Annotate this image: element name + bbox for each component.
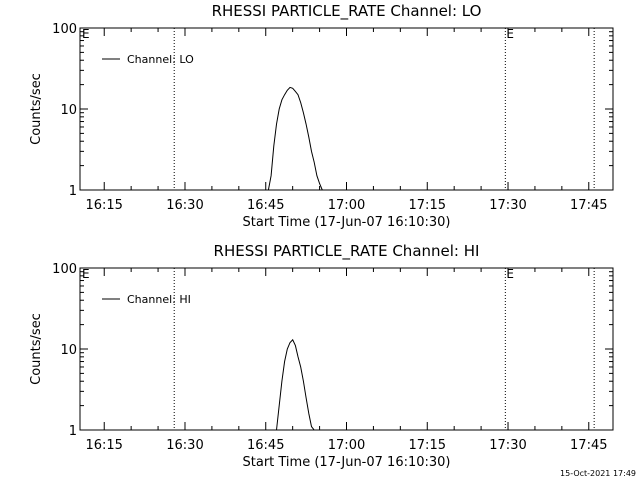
legend-label: Channel: HI: [127, 293, 191, 306]
x-tick-label: 16:30: [166, 198, 203, 213]
y-axis-label: Counts/sec: [29, 73, 44, 145]
corner-label: E: [82, 27, 90, 41]
x-tick-label: 16:45: [247, 438, 284, 453]
x-tick-label: 16:45: [247, 198, 284, 213]
x-tick-label: 17:15: [409, 198, 446, 213]
x-tick-label: 17:30: [489, 438, 526, 453]
y-tick-label: 1: [69, 424, 77, 439]
y-tick-label: 1: [69, 184, 77, 199]
time-marker-label: E: [506, 27, 514, 41]
y-tick-label: 10: [60, 103, 77, 118]
x-tick-label: 17:45: [570, 198, 607, 213]
time-marker-label: E: [506, 267, 514, 281]
x-tick-label: 17:00: [328, 438, 365, 453]
x-tick-label: 17:15: [409, 438, 446, 453]
x-axis-label: Start Time (17-Jun-07 16:10:30): [243, 215, 451, 230]
x-axis-label: Start Time (17-Jun-07 16:10:30): [243, 455, 451, 470]
panel-lo: RHESSI PARTICLE_RATE Channel: LO 1 10 100 16…: [29, 2, 614, 230]
x-tick-label: 17:00: [328, 198, 365, 213]
y-tick-label: 100: [52, 262, 77, 277]
series-line-hi: [276, 338, 315, 431]
y-tick-label: 10: [60, 343, 77, 358]
chart-title: RHESSI PARTICLE_RATE Channel: HI: [214, 242, 480, 261]
corner-label: E: [82, 267, 90, 281]
series-line-lo: [267, 86, 323, 191]
x-tick-label: 17:30: [489, 198, 526, 213]
x-tick-label: 16:30: [166, 438, 203, 453]
x-tick-label: 16:15: [85, 438, 122, 453]
footer-timestamp: 15-Oct-2021 17:49: [560, 469, 636, 478]
chart-title: RHESSI PARTICLE_RATE Channel: LO: [212, 2, 482, 21]
legend-label: Channel: LO: [127, 53, 194, 66]
y-axis-label: Counts/sec: [29, 313, 44, 385]
panel-hi: RHESSI PARTICLE_RATE Channel: HI 1 10 100 16…: [29, 242, 614, 470]
y-tick-label: 100: [52, 22, 77, 37]
x-tick-label: 17:45: [570, 438, 607, 453]
x-tick-label: 16:15: [85, 198, 122, 213]
